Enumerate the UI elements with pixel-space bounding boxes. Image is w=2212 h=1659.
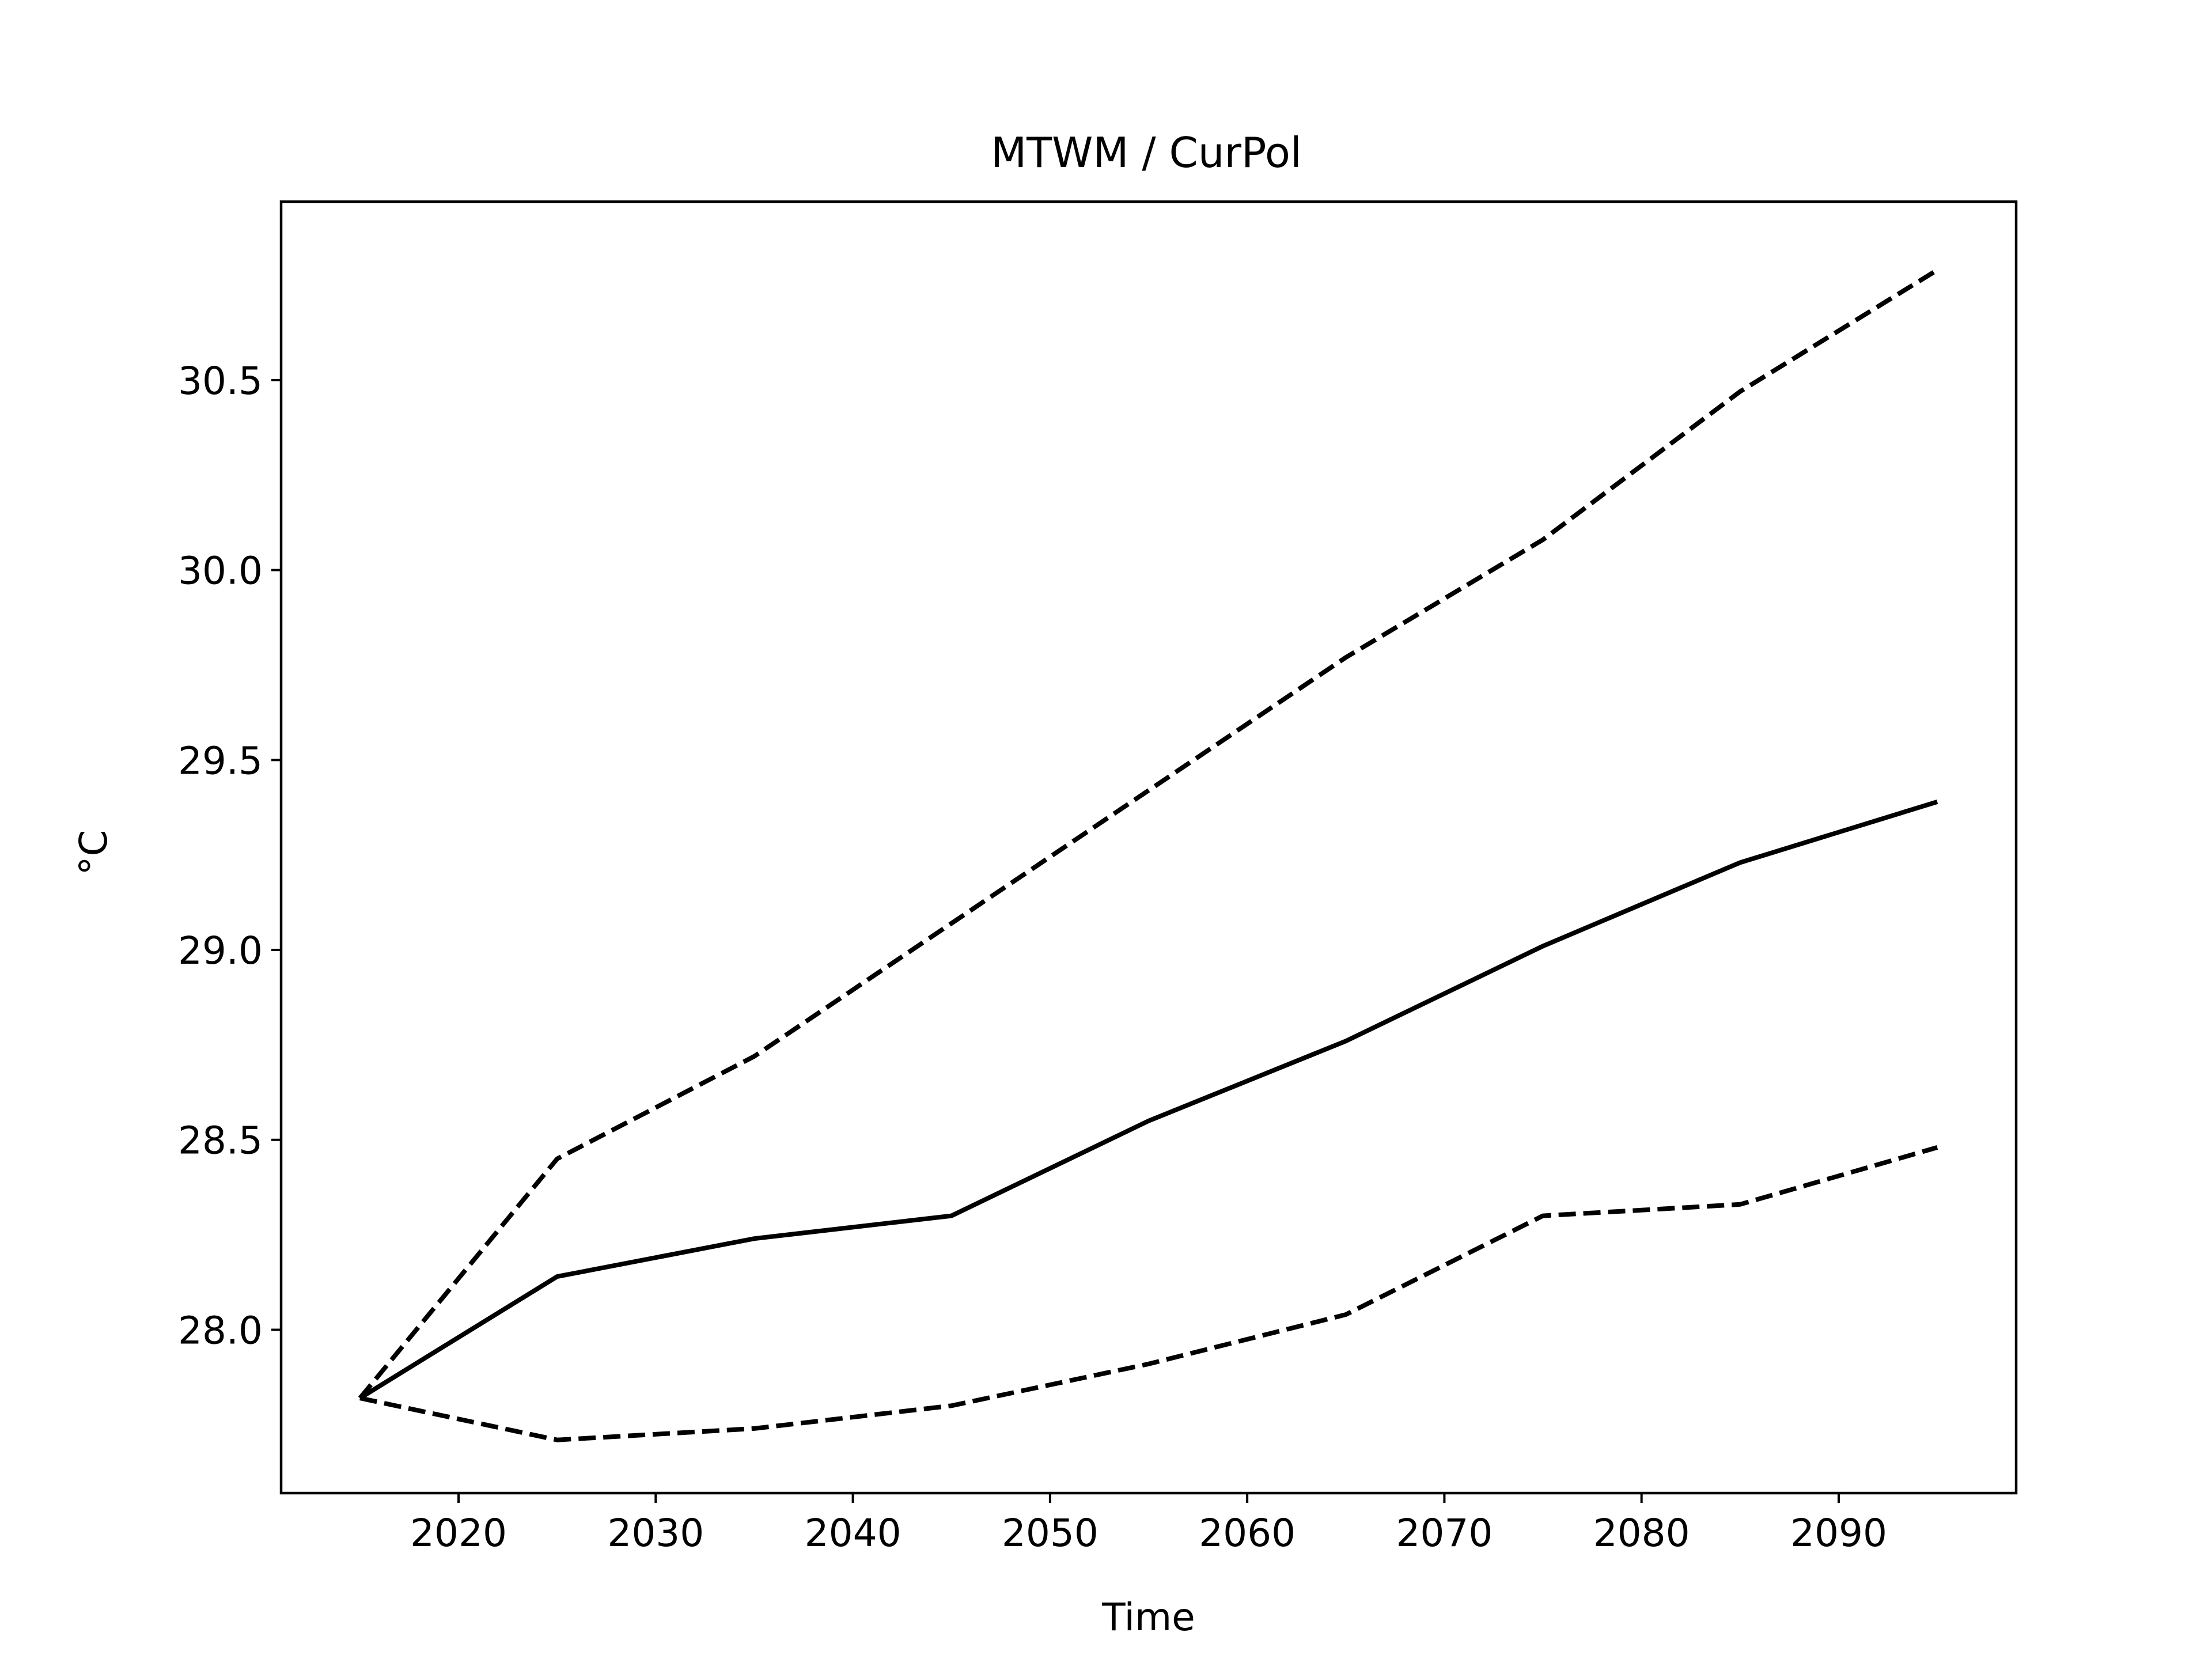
y-tick-label: 28.0 <box>178 1308 263 1353</box>
y-tick-label: 30.5 <box>178 359 263 403</box>
y-axis-label: °C <box>71 830 116 875</box>
x-tick-label: 2080 <box>1593 1511 1690 1555</box>
y-tick-label: 28.5 <box>178 1119 263 1163</box>
chart-title: MTWM / CurPol <box>991 128 1302 177</box>
x-tick-label: 2050 <box>1002 1511 1099 1555</box>
plot-area-frame <box>279 200 2018 1495</box>
x-axis-label: Time <box>1101 1595 1195 1639</box>
x-tick-label: 2030 <box>607 1511 704 1555</box>
x-tick-label: 2040 <box>805 1511 902 1555</box>
x-tick-label: 2070 <box>1396 1511 1493 1555</box>
series-line-1 <box>358 268 1939 1400</box>
y-tick-label: 30.0 <box>178 549 263 593</box>
x-axis: 2020 2030 2040 2050 2060 2070 2080 2090 <box>410 1493 1887 1555</box>
y-tick-label: 29.5 <box>178 738 263 783</box>
x-tick-label: 2020 <box>410 1511 507 1555</box>
y-tick-label: 29.0 <box>178 929 263 973</box>
series-line-2 <box>358 800 1938 1400</box>
x-tick-label: 2060 <box>1199 1511 1296 1555</box>
y-axis: 28.0 28.5 29.0 29.5 30.0 30.5 <box>178 359 281 1353</box>
series-layer <box>358 268 1939 1442</box>
series-line-3 <box>359 1145 1938 1442</box>
x-tick-label: 2090 <box>1790 1511 1887 1555</box>
